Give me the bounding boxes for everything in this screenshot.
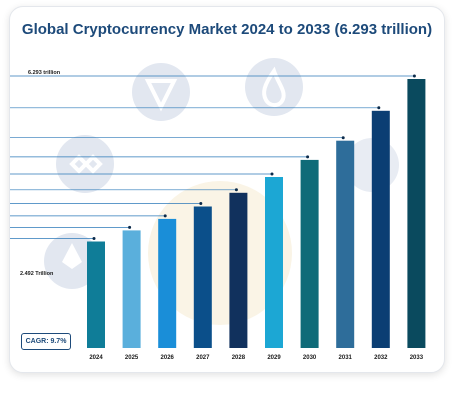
x-tick-labels: 2024 2025 2026 2027 2028 2029 2030 2031 2032 2033	[89, 355, 423, 361]
bar-chart: 2024 2025 2026 2027 2028 2029 2030 2031 2032 2033…	[10, 58, 426, 361]
bar-2031	[336, 140, 355, 348]
bar-2027	[193, 206, 212, 348]
chart-card: Global Cryptocurrency Market 2024 to 203…	[9, 6, 445, 373]
bar-2024	[87, 241, 105, 348]
x-tick-2024: 2024	[89, 355, 103, 361]
x-tick-2025: 2025	[125, 355, 139, 361]
bar-2030	[300, 159, 319, 348]
x-tick-2028: 2028	[232, 355, 246, 361]
leader-dot-2028	[234, 188, 238, 192]
bar-2032	[371, 110, 390, 348]
bar-2028	[229, 192, 248, 348]
chart-title: Global Cryptocurrency Market 2024 to 203…	[21, 21, 433, 38]
x-tick-2026: 2026	[161, 355, 175, 361]
leader-dot-2033	[412, 74, 416, 78]
leader-dot-2026	[163, 214, 167, 218]
bars	[87, 79, 426, 348]
leader-dot-2025	[128, 225, 132, 229]
leader-dot-2024	[92, 237, 96, 240]
bar-2025	[122, 230, 141, 348]
leader-dot-2032	[377, 106, 381, 110]
x-tick-2027: 2027	[196, 355, 210, 361]
sui-icon	[245, 58, 303, 116]
leader-dot-2030	[306, 155, 310, 159]
watermark-emblem	[148, 181, 292, 325]
toncoin-icon	[132, 63, 190, 121]
x-tick-2029: 2029	[267, 355, 281, 361]
data-label-2033: 6.293 trillion	[28, 70, 61, 76]
bar-2026	[158, 218, 177, 348]
leader-lines	[10, 74, 416, 240]
x-tick-2033: 2033	[410, 355, 424, 361]
data-label-2024: 2.492 Trillion	[20, 271, 54, 277]
leader-dot-2029	[270, 172, 274, 176]
x-tick-2032: 2032	[374, 355, 388, 361]
bar-2029	[265, 177, 283, 348]
x-tick-2031: 2031	[339, 355, 353, 361]
leader-dot-2027	[199, 202, 203, 205]
bar-2033	[407, 79, 426, 348]
cagr-badge: CAGR: 9.7%	[21, 333, 71, 350]
leader-dot-2031	[341, 136, 345, 140]
x-tick-2030: 2030	[303, 355, 317, 361]
